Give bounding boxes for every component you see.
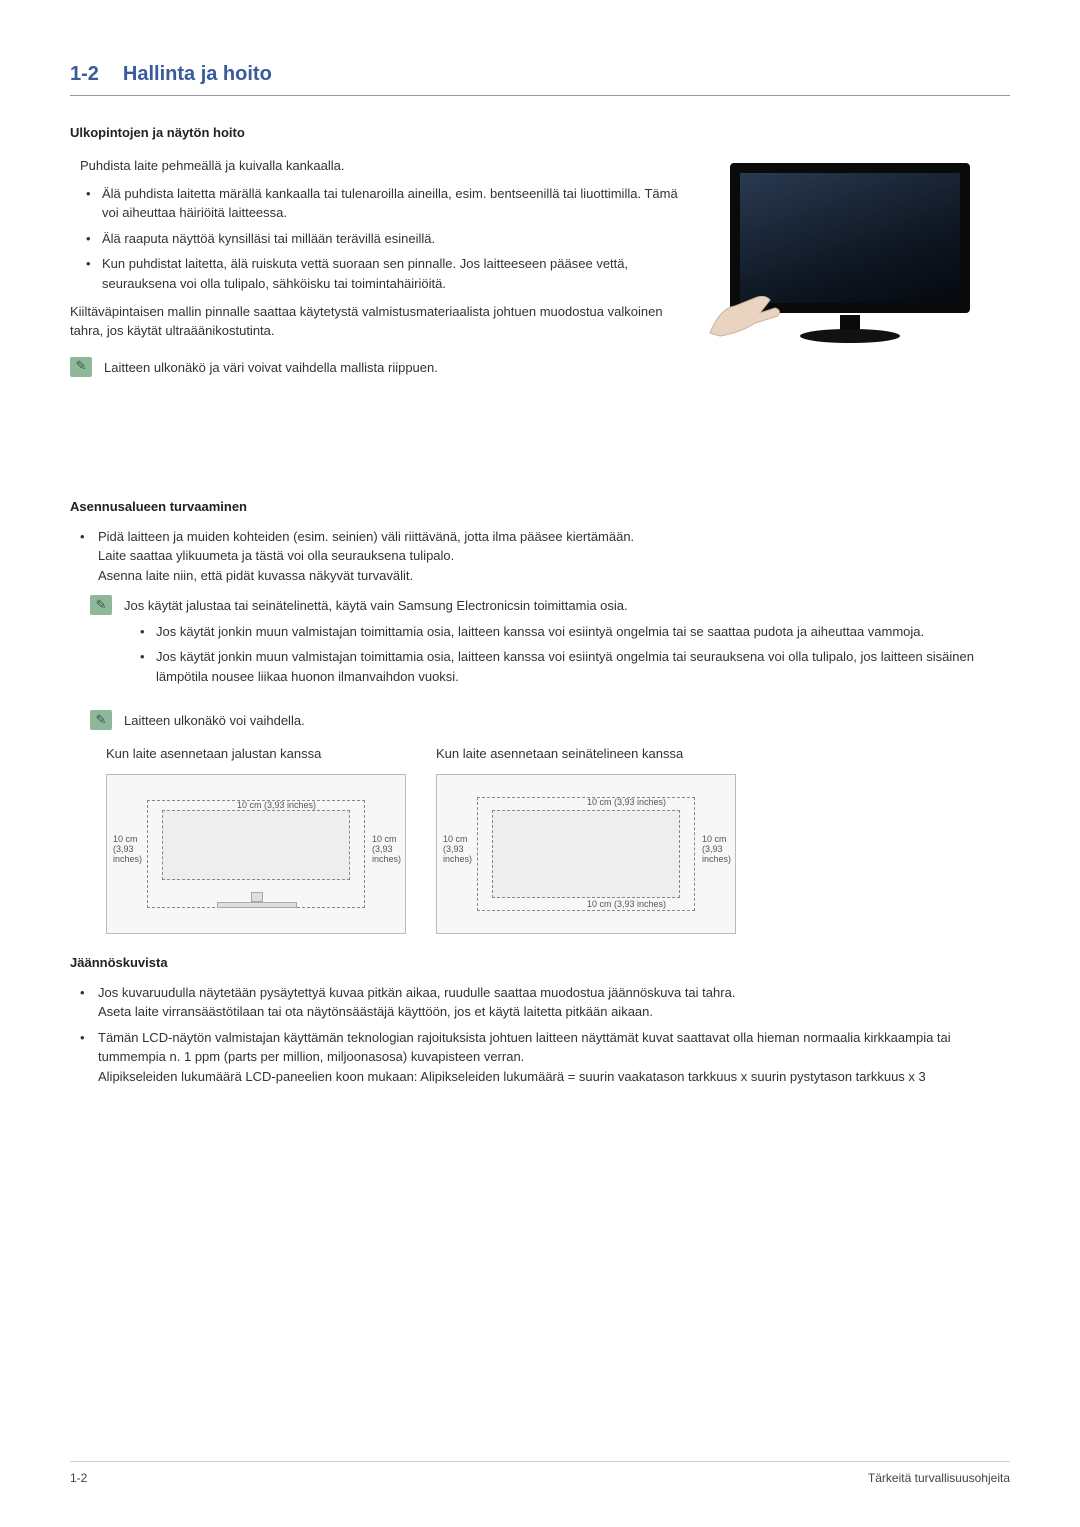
part1-tail: Kiiltäväpintaisen mallin pinnalle saatta… [70, 303, 680, 341]
label-top: 10 cm (3,93 inches) [587, 798, 666, 808]
note-icon: ✎ [90, 710, 112, 730]
part1-row: Puhdista laite pehmeällä ja kuivalla kan… [70, 153, 1010, 347]
label-bottom: 10 cm (3,93 inches) [587, 900, 666, 910]
part3-bullets: Jos kuvaruudulla näytetään pysäytettyä k… [80, 983, 1010, 1087]
label-left: 10 cm(3,93inches) [443, 835, 472, 865]
bullet-item: Pidä laitteen ja muiden kohteiden (esim.… [80, 527, 1010, 586]
monitor-illustration [710, 153, 1010, 343]
section-number: 1-2 [70, 60, 99, 89]
hand-icon [700, 278, 790, 338]
note-row: ✎ Laitteen ulkonäkö voi vaihdella. [90, 710, 1010, 731]
diagram-stand: Kun laite asennetaan jalustan kanssa 10 … [106, 745, 406, 934]
label-right: 10 cm(3,93inches) [702, 835, 731, 865]
bullet-item: Älä puhdista laitetta märällä kankaalla … [80, 184, 680, 223]
diagram-row: Kun laite asennetaan jalustan kanssa 10 … [106, 745, 1010, 934]
heading-care: Ulkopintojen ja näytön hoito [70, 124, 1010, 143]
diagram1-box: 10 cm (3,93 inches) 10 cm(3,93inches) 10… [106, 774, 406, 934]
part1-bullets: Älä puhdista laitetta märällä kankaalla … [80, 184, 680, 294]
diagram-wall: Kun laite asennetaan seinätelineen kanss… [436, 745, 736, 934]
note-text: Laitteen ulkonäkö voi vaihdella. [124, 710, 1010, 731]
label-top: 10 cm (3,93 inches) [237, 801, 316, 811]
note-text: Laitteen ulkonäkö ja väri voivat vaihdel… [104, 357, 1010, 378]
section-header: 1-2 Hallinta ja hoito [70, 60, 1010, 96]
label-left: 10 cm(3,93inches) [113, 835, 142, 865]
section-title: Hallinta ja hoito [123, 60, 272, 89]
note-row: ✎ Jos käytät jalustaa tai seinätelinettä… [90, 595, 1010, 696]
bullet-item: Älä raaputa näyttöä kynsilläsi tai millä… [80, 229, 680, 249]
note-icon: ✎ [90, 595, 112, 615]
b2-line2: Alipikseleiden lukumäärä LCD-paneelien k… [98, 1069, 926, 1084]
bullet-item: Tämän LCD-näytön valmistajan käyttämän t… [80, 1028, 1010, 1087]
inner-bullets: Jos käytät jonkin muun valmistajan toimi… [134, 622, 1010, 687]
part1-intro: Puhdista laite pehmeällä ja kuivalla kan… [80, 157, 680, 176]
footer-left: 1-2 [70, 1470, 87, 1487]
heading-install: Asennusalueen turvaaminen [70, 498, 1010, 517]
note-icon: ✎ [70, 357, 92, 377]
b2-line1: Tämän LCD-näytön valmistajan käyttämän t… [98, 1030, 951, 1065]
monitor-image [710, 163, 990, 343]
note-row: ✎ Laitteen ulkonäkö ja väri voivat vaihd… [70, 357, 1010, 378]
footer-right: Tärkeitä turvallisuusohjeita [868, 1470, 1010, 1487]
note-text: Jos käytät jalustaa tai seinätelinettä, … [124, 595, 1010, 696]
b1-line1: Jos kuvaruudulla näytetään pysäytettyä k… [98, 985, 735, 1000]
diagram1-caption: Kun laite asennetaan jalustan kanssa [106, 745, 406, 764]
outer-bullet-text: Pidä laitteen ja muiden kohteiden (esim.… [98, 529, 634, 544]
page-footer: 1-2 Tärkeitä turvallisuusohjeita [70, 1461, 1010, 1487]
part1-text: Puhdista laite pehmeällä ja kuivalla kan… [70, 153, 680, 347]
label-right: 10 cm(3,93inches) [372, 835, 401, 865]
bullet-item: Jos käytät jonkin muun valmistajan toimi… [134, 622, 1010, 642]
bullet-item: Kun puhdistat laitetta, älä ruiskuta vet… [80, 254, 680, 293]
b1-line2: Aseta laite virransäästötilaan tai ota n… [98, 1004, 653, 1019]
outer-line: Laite saattaa ylikuumeta ja tästä voi ol… [98, 548, 454, 563]
heading-afterimage: Jäännöskuvista [70, 954, 1010, 973]
bullet-item: Jos kuvaruudulla näytetään pysäytettyä k… [80, 983, 1010, 1022]
bullet-item: Jos käytät jonkin muun valmistajan toimi… [134, 647, 1010, 686]
diagram2-box: 10 cm (3,93 inches) 10 cm (3,93 inches) … [436, 774, 736, 934]
part2-outer-list: Pidä laitteen ja muiden kohteiden (esim.… [80, 527, 1010, 586]
diagram2-caption: Kun laite asennetaan seinätelineen kanss… [436, 745, 736, 764]
outer-line: Asenna laite niin, että pidät kuvassa nä… [98, 568, 413, 583]
note1-text: Jos käytät jalustaa tai seinätelinettä, … [124, 598, 628, 613]
